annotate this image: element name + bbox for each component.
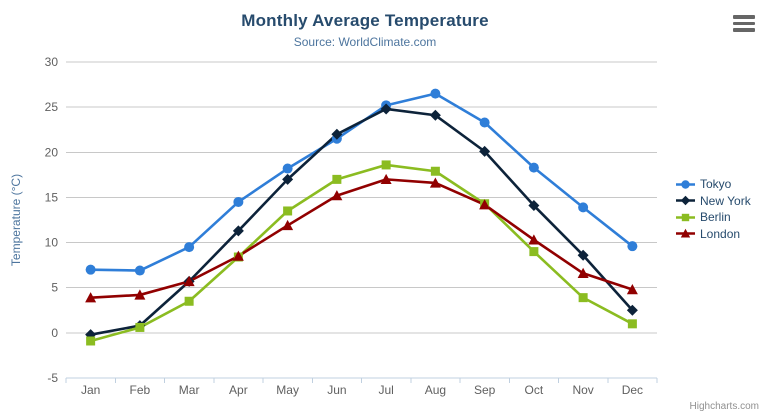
legend-triangle-symbol bbox=[676, 228, 695, 238]
svg-text:May: May bbox=[276, 383, 299, 397]
svg-text:Dec: Dec bbox=[622, 383, 643, 397]
data-point-marker[interactable] bbox=[282, 219, 294, 231]
data-point-marker bbox=[680, 228, 691, 238]
legend-square-symbol bbox=[676, 213, 695, 221]
series-line-london bbox=[89, 178, 634, 299]
series-markers-tokyo bbox=[85, 88, 638, 276]
data-point-marker[interactable] bbox=[183, 275, 195, 287]
svg-text:Jul: Jul bbox=[378, 383, 393, 397]
data-point-marker[interactable] bbox=[184, 242, 195, 253]
data-point-marker[interactable] bbox=[381, 160, 391, 170]
svg-text:20: 20 bbox=[45, 145, 59, 159]
svg-text:5: 5 bbox=[51, 281, 58, 295]
svg-text:10: 10 bbox=[45, 236, 59, 250]
data-point-marker[interactable] bbox=[86, 336, 96, 346]
legend: Tokyo New York Berlin London bbox=[676, 177, 751, 241]
hamburger-icon bbox=[733, 15, 755, 19]
data-point-marker[interactable] bbox=[479, 199, 491, 210]
hamburger-icon bbox=[733, 21, 755, 26]
legend-label: New York bbox=[700, 193, 751, 208]
svg-text:Oct: Oct bbox=[525, 383, 544, 397]
svg-text:0: 0 bbox=[51, 326, 58, 340]
svg-text:15: 15 bbox=[45, 190, 59, 204]
export-menu-button[interactable] bbox=[733, 15, 757, 32]
data-point-marker[interactable] bbox=[528, 234, 540, 245]
chart-title: Monthly Average Temperature bbox=[241, 11, 489, 30]
data-point-marker[interactable] bbox=[283, 206, 293, 216]
data-point-marker[interactable] bbox=[232, 225, 244, 237]
data-point-marker[interactable] bbox=[282, 163, 293, 174]
legend-circle-symbol bbox=[676, 179, 695, 189]
data-point-marker[interactable] bbox=[184, 296, 194, 306]
legend-label: Tokyo bbox=[700, 177, 732, 191]
svg-text:Jun: Jun bbox=[327, 383, 346, 397]
series-markers-new-york bbox=[85, 103, 638, 341]
data-point-marker[interactable] bbox=[627, 241, 638, 252]
data-point-marker[interactable] bbox=[380, 103, 392, 115]
data-point-marker[interactable] bbox=[232, 250, 244, 261]
data-point-marker[interactable] bbox=[430, 166, 440, 176]
svg-text:Nov: Nov bbox=[572, 383, 593, 397]
x-axis-labels: Jan Feb Mar Apr May Jun Jul Aug Sep Oct Nov Dec bbox=[81, 383, 643, 397]
chart-subtitle: Source: WorldClimate.com bbox=[293, 35, 437, 49]
data-point-marker[interactable] bbox=[429, 109, 441, 121]
data-point-marker[interactable] bbox=[578, 202, 589, 213]
data-point-marker[interactable] bbox=[626, 284, 638, 295]
series-markers-london bbox=[85, 173, 638, 303]
data-point-marker[interactable] bbox=[528, 200, 540, 212]
data-point-marker[interactable] bbox=[332, 174, 342, 184]
hamburger-icon bbox=[733, 28, 755, 32]
data-point-marker bbox=[681, 213, 690, 221]
data-point-marker[interactable] bbox=[529, 247, 539, 257]
svg-text:Mar: Mar bbox=[179, 383, 200, 397]
data-point-marker[interactable] bbox=[85, 292, 97, 303]
data-point-marker[interactable] bbox=[528, 162, 539, 173]
legend-item-tokyo[interactable]: Tokyo bbox=[676, 177, 751, 191]
data-point-marker[interactable] bbox=[429, 177, 441, 188]
highcharts-credit-link[interactable]: Highcharts.com bbox=[689, 401, 759, 412]
data-point-marker[interactable] bbox=[331, 128, 343, 140]
data-point-marker[interactable] bbox=[577, 249, 589, 261]
legend-label: London bbox=[700, 226, 741, 241]
legend-diamond-symbol bbox=[676, 195, 695, 206]
data-point-marker[interactable] bbox=[135, 322, 145, 332]
svg-text:Feb: Feb bbox=[130, 383, 151, 397]
data-point-marker[interactable] bbox=[134, 289, 146, 300]
grid-lines bbox=[66, 61, 657, 379]
legend-label: Berlin bbox=[700, 210, 731, 224]
svg-text:-5: -5 bbox=[47, 371, 58, 385]
data-point-marker[interactable] bbox=[233, 196, 244, 207]
legend-item-berlin[interactable]: Berlin bbox=[676, 210, 751, 224]
data-point-marker[interactable] bbox=[578, 293, 588, 303]
svg-text:Sep: Sep bbox=[474, 383, 496, 397]
data-point-marker[interactable] bbox=[479, 145, 491, 157]
y-axis-title: Temperature (°C) bbox=[9, 174, 23, 266]
svg-text:25: 25 bbox=[45, 100, 59, 114]
data-point-marker[interactable] bbox=[380, 173, 392, 185]
legend-item-new-york[interactable]: New York bbox=[676, 194, 751, 208]
data-point-marker[interactable] bbox=[577, 267, 589, 278]
y-axis-labels: -5 0 5 10 15 20 25 30 bbox=[45, 55, 59, 385]
svg-text:Apr: Apr bbox=[229, 383, 248, 397]
data-point-marker bbox=[681, 179, 690, 189]
data-point-marker[interactable] bbox=[627, 319, 637, 329]
data-point-marker[interactable] bbox=[134, 265, 145, 276]
legend-item-london[interactable]: London bbox=[676, 227, 751, 241]
x-axis bbox=[65, 377, 658, 383]
data-point-marker[interactable] bbox=[626, 304, 638, 316]
data-point-marker[interactable] bbox=[479, 117, 490, 128]
data-point-marker[interactable] bbox=[331, 190, 343, 201]
data-point-marker[interactable] bbox=[85, 264, 96, 275]
series-line-berlin bbox=[89, 163, 634, 343]
svg-text:30: 30 bbox=[45, 55, 59, 69]
data-point-marker[interactable] bbox=[430, 88, 441, 99]
data-point-marker[interactable] bbox=[282, 173, 294, 185]
series-line-new-york bbox=[89, 107, 634, 336]
data-point-marker bbox=[680, 195, 691, 206]
svg-text:Jan: Jan bbox=[81, 383, 100, 397]
svg-text:Aug: Aug bbox=[425, 383, 446, 397]
